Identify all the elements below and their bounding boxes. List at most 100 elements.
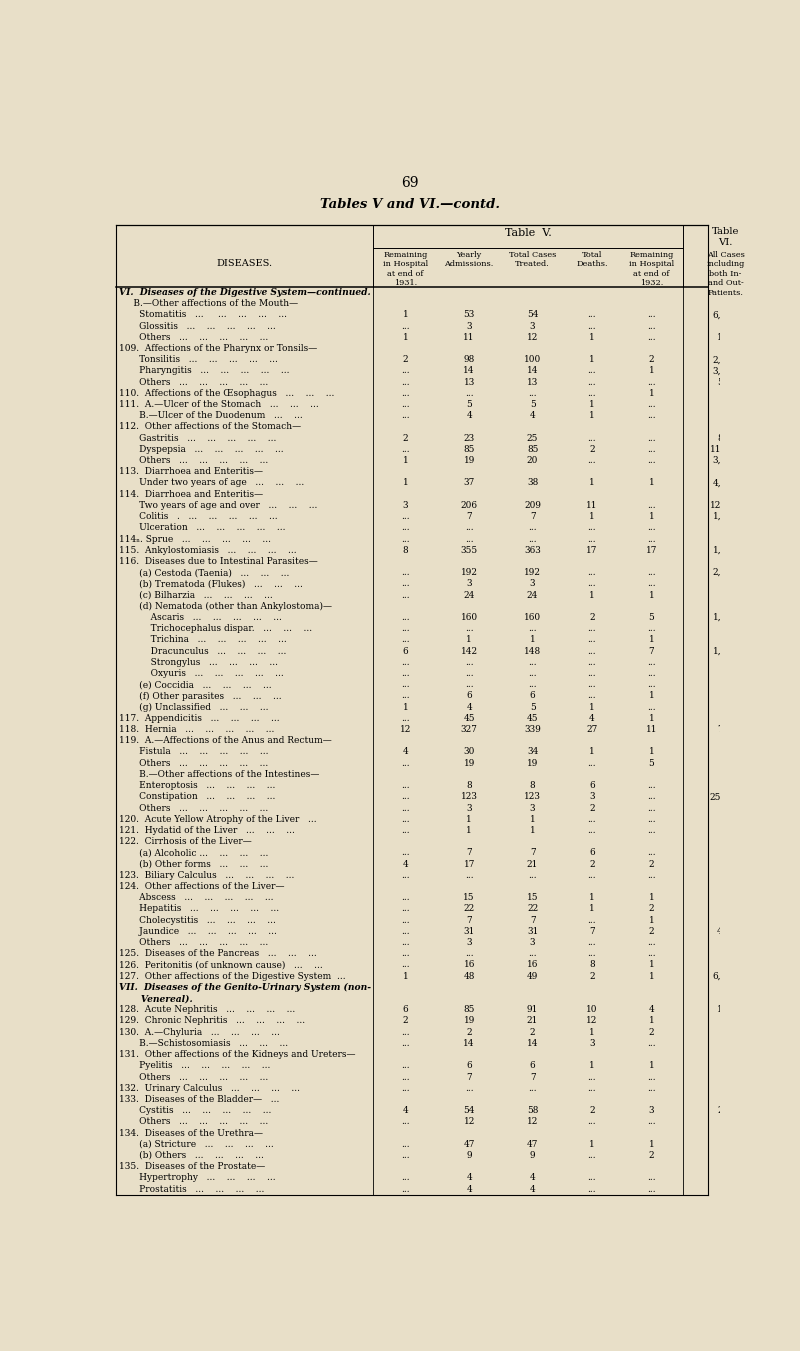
Text: 2: 2 bbox=[649, 904, 654, 913]
Text: 4: 4 bbox=[466, 411, 472, 420]
Text: Others   ...    ...    ...    ...    ...: Others ... ... ... ... ... bbox=[118, 759, 268, 767]
Text: Remaining
in Hospital
at end of
1931.: Remaining in Hospital at end of 1931. bbox=[383, 251, 428, 288]
Text: 1: 1 bbox=[402, 311, 408, 319]
Text: 1: 1 bbox=[402, 457, 408, 465]
Text: 30: 30 bbox=[463, 747, 475, 757]
Text: ...: ... bbox=[401, 535, 410, 543]
Text: ...: ... bbox=[401, 961, 410, 970]
Text: 1: 1 bbox=[530, 825, 535, 835]
Text: 60: 60 bbox=[720, 904, 731, 913]
Text: B.—Schistosomiasis   ...    ...    ...: B.—Schistosomiasis ... ... ... bbox=[118, 1039, 288, 1048]
Text: 7: 7 bbox=[530, 1073, 535, 1082]
Text: 5: 5 bbox=[649, 759, 654, 767]
Text: (e) Coccidia   ...    ...    ...    ...: (e) Coccidia ... ... ... ... bbox=[118, 681, 271, 689]
Text: ...: ... bbox=[401, 378, 410, 386]
Text: 65: 65 bbox=[720, 322, 731, 331]
Text: 69: 69 bbox=[402, 176, 418, 190]
Text: ...: ... bbox=[401, 523, 410, 532]
Text: Venereal).: Venereal). bbox=[118, 994, 192, 1002]
Text: ...: ... bbox=[401, 1117, 410, 1127]
Text: ...: ... bbox=[587, 389, 596, 397]
Text: 25: 25 bbox=[527, 434, 538, 443]
Text: 3,059: 3,059 bbox=[713, 366, 738, 376]
Text: 1: 1 bbox=[722, 825, 729, 835]
Text: ...: ... bbox=[647, 825, 656, 835]
Text: 123.  Biliary Calculus   ...    ...    ...    ...: 123. Biliary Calculus ... ... ... ... bbox=[118, 871, 294, 880]
Text: 49: 49 bbox=[527, 971, 538, 981]
Text: 45: 45 bbox=[463, 713, 475, 723]
Text: 879: 879 bbox=[717, 434, 734, 443]
Text: 1: 1 bbox=[722, 535, 729, 543]
Text: ...: ... bbox=[587, 1073, 596, 1082]
Text: 13: 13 bbox=[463, 378, 475, 386]
Text: 1: 1 bbox=[466, 825, 472, 835]
Text: ...: ... bbox=[587, 624, 596, 634]
Text: 34: 34 bbox=[527, 747, 538, 757]
Text: Colitis   .   ...    ...    ...    ...    ...: Colitis . ... ... ... ... ... bbox=[118, 512, 278, 521]
Text: 1: 1 bbox=[589, 1140, 594, 1148]
Text: (c) Bilharzia   ...    ...    ...    ...: (c) Bilharzia ... ... ... ... bbox=[118, 590, 272, 600]
Text: ...: ... bbox=[587, 916, 596, 924]
Text: Cholecystitis   ...    ...    ...    ...: Cholecystitis ... ... ... ... bbox=[118, 916, 275, 924]
Text: 23: 23 bbox=[463, 434, 474, 443]
Text: 1: 1 bbox=[649, 713, 654, 723]
Text: 119.  A.—Affections of the Anus and Rectum—: 119. A.—Affections of the Anus and Rectu… bbox=[118, 736, 331, 746]
Text: 10: 10 bbox=[586, 1005, 598, 1015]
Text: 6: 6 bbox=[589, 848, 594, 858]
Text: 116.  Diseases due to Intestinal Parasites—: 116. Diseases due to Intestinal Parasite… bbox=[118, 557, 318, 566]
Text: 5: 5 bbox=[530, 703, 535, 712]
Text: 120.  Acute Yellow Atrophy of the Liver   ...: 120. Acute Yellow Atrophy of the Liver .… bbox=[118, 815, 316, 824]
Text: 1: 1 bbox=[589, 355, 594, 365]
Text: 11,494: 11,494 bbox=[710, 444, 742, 454]
Text: (a) Stricture   ...    ...    ...    ...: (a) Stricture ... ... ... ... bbox=[118, 1140, 274, 1148]
Text: Remaining
in Hospital
at end of
1932.: Remaining in Hospital at end of 1932. bbox=[629, 251, 674, 288]
Text: 1: 1 bbox=[649, 389, 654, 397]
Text: ...: ... bbox=[647, 322, 656, 331]
Text: ...: ... bbox=[647, 624, 656, 634]
Text: 48: 48 bbox=[720, 713, 731, 723]
Text: ...: ... bbox=[528, 389, 537, 397]
Text: 17: 17 bbox=[646, 546, 657, 555]
Text: 6: 6 bbox=[402, 647, 408, 655]
Text: ...: ... bbox=[587, 366, 596, 376]
Text: ...: ... bbox=[401, 916, 410, 924]
Text: 10: 10 bbox=[720, 781, 731, 790]
Text: 1: 1 bbox=[589, 1062, 594, 1070]
Text: 47: 47 bbox=[527, 1140, 538, 1148]
Text: 3: 3 bbox=[402, 501, 408, 509]
Text: 6: 6 bbox=[466, 692, 472, 700]
Text: 522: 522 bbox=[717, 378, 734, 386]
Text: 1: 1 bbox=[649, 1140, 654, 1148]
Text: ...: ... bbox=[401, 1084, 410, 1093]
Text: 4: 4 bbox=[530, 411, 535, 420]
Text: 121.  Hydatid of the Liver   ...    ...    ...: 121. Hydatid of the Liver ... ... ... bbox=[118, 825, 294, 835]
Text: 131.  Other affections of the Kidneys and Ureters—: 131. Other affections of the Kidneys and… bbox=[118, 1050, 355, 1059]
Text: ...: ... bbox=[587, 1117, 596, 1127]
Text: VII.  Diseases of the Genito-Urinary System (non-: VII. Diseases of the Genito-Urinary Syst… bbox=[118, 982, 370, 992]
Text: Dracunculus   ...    ...    ...    ...: Dracunculus ... ... ... ... bbox=[118, 647, 286, 655]
Text: 3: 3 bbox=[466, 804, 472, 812]
Text: 4: 4 bbox=[402, 1106, 408, 1115]
Text: ...: ... bbox=[401, 904, 410, 913]
Text: 135.  Diseases of the Prostate—: 135. Diseases of the Prostate— bbox=[118, 1162, 265, 1171]
Text: 1: 1 bbox=[649, 478, 654, 488]
Text: 85: 85 bbox=[527, 444, 538, 454]
Text: 17: 17 bbox=[720, 893, 731, 902]
Text: 5: 5 bbox=[466, 400, 472, 409]
Text: 22: 22 bbox=[463, 904, 474, 913]
Text: Glossitis   ...    ...    ...    ...    ...: Glossitis ... ... ... ... ... bbox=[118, 322, 275, 331]
Text: 127.  Other affections of the Digestive System  ...: 127. Other affections of the Digestive S… bbox=[118, 971, 346, 981]
Text: 11: 11 bbox=[720, 400, 731, 409]
Text: (b) Other forms   ...    ...    ...: (b) Other forms ... ... ... bbox=[118, 859, 268, 869]
Text: Others   ...    ...    ...    ...    ...: Others ... ... ... ... ... bbox=[118, 1073, 268, 1082]
Text: 81: 81 bbox=[720, 590, 731, 600]
Text: ...: ... bbox=[401, 938, 410, 947]
Text: ...: ... bbox=[587, 669, 596, 678]
Text: ...: ... bbox=[647, 400, 656, 409]
Text: 6,848: 6,848 bbox=[713, 311, 738, 319]
Text: B.—Other affections of the Intestines—: B.—Other affections of the Intestines— bbox=[118, 770, 319, 780]
Text: ...: ... bbox=[647, 501, 656, 509]
Text: 209: 209 bbox=[524, 501, 541, 509]
Text: 45: 45 bbox=[527, 713, 538, 723]
Text: ...: ... bbox=[587, 523, 596, 532]
